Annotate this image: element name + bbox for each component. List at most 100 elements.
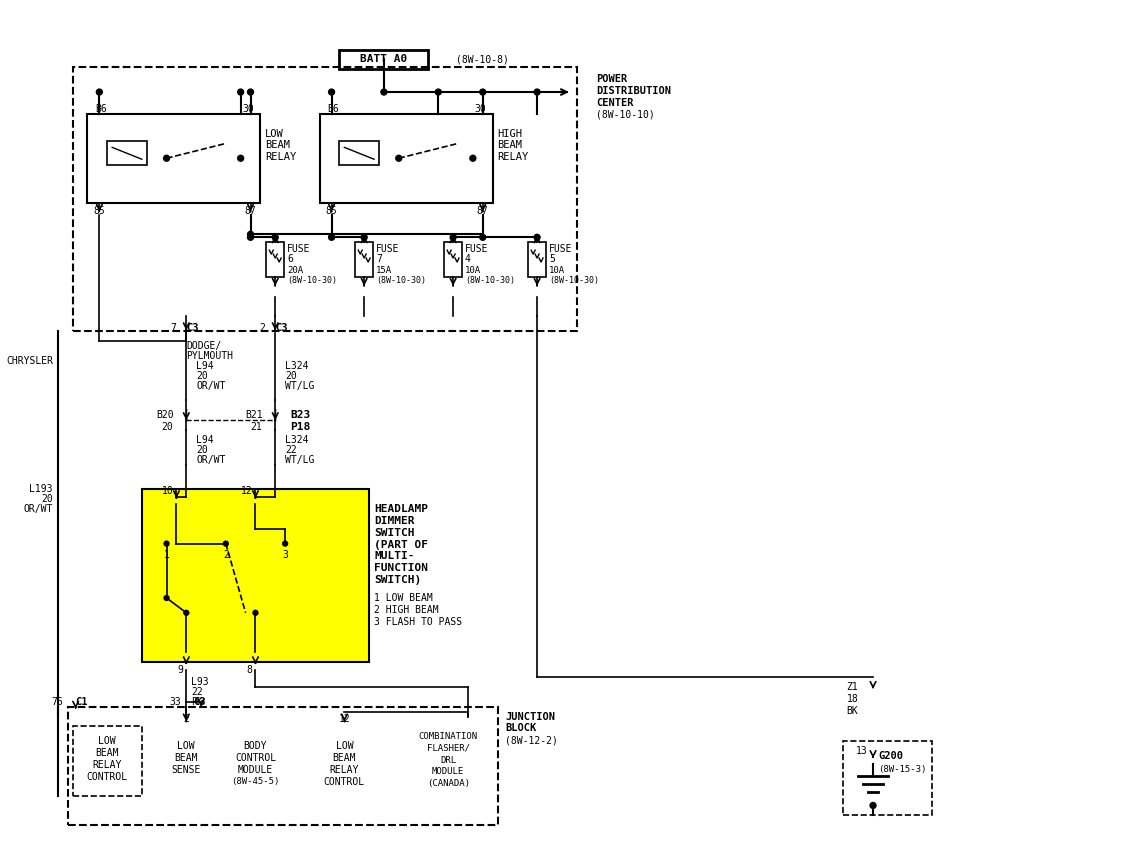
Text: CONTROL: CONTROL	[324, 776, 365, 787]
Text: SWITCH): SWITCH)	[374, 575, 421, 586]
Text: 20A: 20A	[287, 266, 304, 276]
Circle shape	[97, 89, 102, 95]
Bar	[68, 707, 497, 825]
Text: 3: 3	[282, 550, 288, 561]
Text: (8W-12-2): (8W-12-2)	[505, 735, 558, 746]
Text: MULTI-: MULTI-	[374, 551, 414, 562]
Text: DRL: DRL	[440, 756, 457, 764]
Circle shape	[248, 89, 253, 95]
Text: BEAM: BEAM	[266, 140, 290, 151]
Text: BLOCK: BLOCK	[505, 723, 537, 734]
Text: CONTROL: CONTROL	[87, 772, 128, 782]
Bar	[340, 50, 429, 69]
Text: DIMMER: DIMMER	[374, 516, 414, 526]
Text: BEAM: BEAM	[174, 753, 198, 763]
Circle shape	[272, 235, 278, 241]
Text: 22: 22	[285, 445, 297, 455]
Text: C3: C3	[187, 324, 199, 333]
Bar	[844, 741, 933, 815]
Text: CHRYSLER: CHRYSLER	[6, 356, 53, 366]
Text: 87: 87	[477, 205, 488, 216]
Text: JUNCTION: JUNCTION	[505, 711, 556, 722]
Text: L193: L193	[29, 484, 53, 494]
Text: 85: 85	[93, 205, 106, 216]
Text: (8W-10-30): (8W-10-30)	[287, 276, 338, 285]
Text: 20: 20	[285, 371, 297, 381]
Text: (8W-10-10): (8W-10-10)	[596, 110, 655, 120]
Text: 76: 76	[51, 697, 63, 707]
Text: |: |	[271, 408, 279, 422]
Text: HEADLAMP: HEADLAMP	[374, 504, 428, 514]
Text: C3: C3	[193, 697, 206, 707]
Circle shape	[164, 596, 169, 600]
Circle shape	[183, 610, 189, 615]
Text: B6: B6	[96, 104, 107, 114]
Text: L324: L324	[285, 435, 308, 445]
Text: 21: 21	[251, 422, 262, 432]
Text: L94: L94	[196, 360, 214, 371]
Text: BEAM: BEAM	[497, 140, 522, 151]
Bar	[340, 141, 379, 165]
Text: 20: 20	[162, 422, 173, 432]
Text: (8W-10-8): (8W-10-8)	[457, 55, 510, 64]
Text: 12: 12	[241, 486, 252, 496]
Text: 4: 4	[465, 254, 471, 264]
Bar	[356, 242, 374, 276]
Text: CONTROL: CONTROL	[235, 753, 276, 763]
Bar	[73, 68, 577, 331]
Text: (8W-10-30): (8W-10-30)	[376, 276, 426, 285]
Text: (8W-15-3): (8W-15-3)	[878, 765, 926, 775]
Bar	[73, 727, 142, 795]
Text: BEAM: BEAM	[333, 753, 357, 763]
Text: 6: 6	[287, 254, 292, 264]
Text: PK: PK	[191, 697, 202, 707]
Text: RELAY: RELAY	[330, 765, 359, 775]
Text: POWER: POWER	[596, 74, 628, 84]
Circle shape	[328, 89, 334, 95]
Text: (CANADA): (CANADA)	[426, 779, 469, 788]
Text: 13: 13	[856, 746, 868, 756]
Circle shape	[450, 235, 456, 241]
Circle shape	[237, 155, 244, 161]
Text: 2: 2	[223, 550, 228, 561]
Text: Z1: Z1	[846, 682, 858, 692]
Text: FUNCTION: FUNCTION	[374, 563, 428, 574]
Bar	[88, 114, 260, 203]
Text: 10A: 10A	[549, 266, 565, 276]
Text: 20: 20	[196, 445, 208, 455]
Text: OR/WT: OR/WT	[196, 455, 225, 465]
Text: 20: 20	[42, 494, 53, 504]
Text: OR/WT: OR/WT	[24, 504, 53, 514]
Text: 7: 7	[376, 254, 381, 264]
Text: HIGH: HIGH	[497, 128, 522, 139]
Circle shape	[479, 89, 486, 95]
Text: FUSE: FUSE	[287, 244, 310, 254]
Circle shape	[237, 89, 244, 95]
Circle shape	[534, 235, 540, 241]
Text: 8: 8	[246, 665, 252, 675]
Text: 1 LOW BEAM: 1 LOW BEAM	[374, 593, 433, 603]
Text: (PART OF: (PART OF	[374, 539, 428, 550]
Text: FUSE: FUSE	[376, 244, 399, 254]
Text: 33: 33	[170, 697, 181, 707]
Text: 2: 2	[183, 714, 189, 723]
Circle shape	[479, 235, 486, 241]
Text: DODGE/: DODGE/	[187, 341, 222, 351]
Circle shape	[534, 89, 540, 95]
Text: 2: 2	[260, 324, 266, 333]
Text: (8W-10-30): (8W-10-30)	[549, 276, 598, 285]
Circle shape	[253, 610, 258, 615]
Text: 20: 20	[196, 371, 208, 381]
Text: LOW: LOW	[99, 736, 116, 746]
Circle shape	[164, 541, 169, 546]
Text: C1: C1	[75, 697, 88, 707]
Text: MODULE: MODULE	[237, 765, 273, 775]
Text: PYLMOUTH: PYLMOUTH	[187, 351, 233, 361]
Text: LOW: LOW	[335, 741, 353, 752]
Text: 10: 10	[162, 486, 173, 496]
Circle shape	[163, 155, 170, 161]
Text: WT/LG: WT/LG	[285, 381, 315, 390]
Text: 7: 7	[171, 324, 177, 333]
Text: 3 FLASH TO PASS: 3 FLASH TO PASS	[374, 616, 462, 627]
Text: G200: G200	[878, 751, 903, 761]
